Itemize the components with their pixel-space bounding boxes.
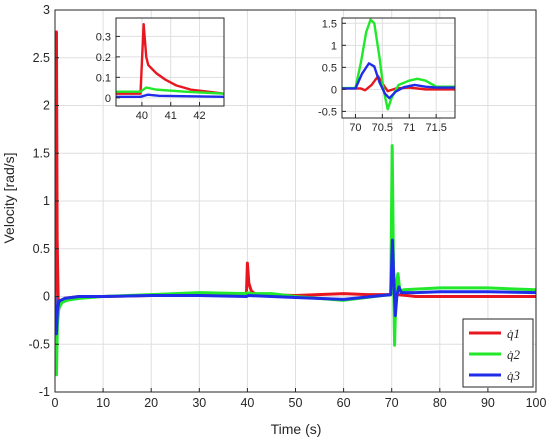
y-tick-label: 0 xyxy=(43,290,50,304)
inset-left-series-line-2 xyxy=(116,86,224,95)
x-tick-label: 0 xyxy=(52,396,59,410)
y-tick-label: 3 xyxy=(43,3,50,17)
y-tick-label: 1 xyxy=(43,194,50,208)
y-axis-title: Velocity [rad/s] xyxy=(1,152,17,243)
x-tick-label: 70.5 xyxy=(372,122,393,134)
legend-label: q̇1 xyxy=(507,326,520,341)
x-tick-label: 40 xyxy=(240,396,254,410)
legend-label: q̇3 xyxy=(507,368,521,383)
inset-right-axes-frame xyxy=(341,17,456,119)
x-tick-label: 41 xyxy=(165,110,177,122)
y-tick-label: -0.5 xyxy=(318,106,337,118)
legend-label: q̇2 xyxy=(507,347,521,362)
x-tick-label: 50 xyxy=(289,396,303,410)
x-tick-label: 71.5 xyxy=(425,122,446,134)
x-tick-label: 80 xyxy=(433,396,447,410)
legend: q̇1 q̇2 q̇3 xyxy=(462,318,534,388)
inset-right-series-line-2 xyxy=(342,18,455,111)
x-tick-label: 90 xyxy=(481,396,495,410)
x-tick-label: 60 xyxy=(337,396,351,410)
x-tick-label: 100 xyxy=(526,396,547,410)
x-tick-label: 70 xyxy=(385,396,399,410)
inset-left-plot: 40 41 42 0 0.1 0.2 0.3 xyxy=(96,17,225,122)
x-tick-label: 40 xyxy=(136,110,148,122)
y-tick-label: 0 xyxy=(331,84,337,96)
main-series-line-3 xyxy=(55,238,536,336)
main-series-line-2 xyxy=(55,144,536,377)
y-tick-label: 0.3 xyxy=(96,31,111,43)
y-tick-label: 1.5 xyxy=(33,146,50,160)
y-tick-label: 0 xyxy=(105,93,111,105)
x-tick-label: 10 xyxy=(96,396,110,410)
x-tick-label: 42 xyxy=(193,110,205,122)
inset-left-axes-frame xyxy=(115,17,225,107)
y-tick-label: 1 xyxy=(331,40,337,52)
y-tick-label: -0.5 xyxy=(28,337,50,351)
x-tick-label: 30 xyxy=(192,396,206,410)
y-tick-label: 0.2 xyxy=(96,52,111,64)
y-tick-label: 0.5 xyxy=(33,242,50,256)
y-tick-label: 0.5 xyxy=(322,62,337,74)
x-tick-label: 20 xyxy=(144,396,158,410)
x-axis-title: Time (s) xyxy=(271,421,322,437)
y-tick-label: 0.1 xyxy=(96,72,111,84)
inset-left-series-line-1 xyxy=(116,22,224,95)
x-tick-label: 70 xyxy=(349,122,361,134)
y-tick-label: 1.5 xyxy=(322,18,337,30)
y-tick-label: 2 xyxy=(43,99,50,113)
inset-right-series-line-3 xyxy=(342,62,455,100)
y-tick-label: 2.5 xyxy=(33,51,50,65)
x-tick-label: 71 xyxy=(403,122,415,134)
inset-right-plot: 70 70.5 71 71.5 -0.5 0 0.5 1 1.5 xyxy=(318,17,456,134)
y-tick-label: -1 xyxy=(39,385,50,399)
inset-left-series-line-3 xyxy=(116,93,224,98)
